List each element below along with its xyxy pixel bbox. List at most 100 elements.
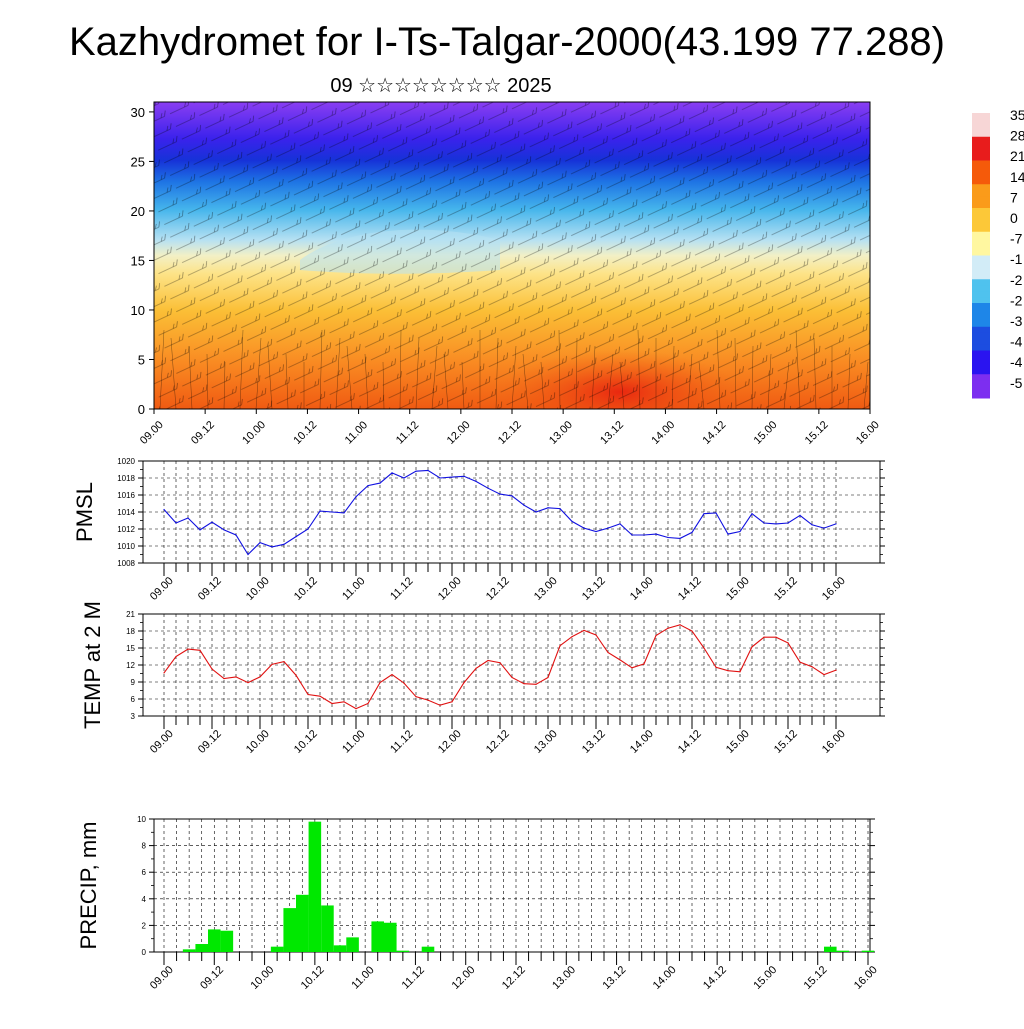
temp2m-point: [199, 649, 201, 651]
ground-barb: [461, 361, 465, 409]
precip-bar: [296, 894, 309, 952]
ground-barb: [751, 345, 754, 409]
x-tick-label: 09.12: [189, 419, 217, 447]
x-tick-label: 11.00: [340, 728, 367, 755]
pmsl-point: [451, 476, 453, 478]
colorbar-label: 7: [1010, 189, 1018, 205]
colorbar-swatch: [972, 243, 990, 251]
x-tick-label: 10.00: [248, 964, 276, 992]
x-tick-label: 12.12: [500, 964, 528, 992]
colorbar-swatch: [972, 148, 990, 156]
ground-barb: [255, 337, 262, 409]
y-tick-label: 21: [126, 610, 135, 619]
temp2m-point: [439, 704, 441, 706]
colorbar-swatch: [972, 118, 990, 126]
colorbar-label: -1: [1010, 251, 1023, 267]
ground-barb: [285, 353, 289, 409]
temp2m-point: [427, 699, 429, 701]
temp2m-series-line: [163, 624, 837, 710]
temp2m-point: [451, 701, 453, 703]
temp2m-point: [187, 648, 189, 650]
x-tick-label: 13.12: [580, 728, 608, 756]
colorbar-label: 14: [1010, 169, 1024, 185]
ground-barb: [795, 329, 801, 409]
temp2m-point: [343, 701, 345, 703]
colorbar-swatch: [972, 392, 990, 399]
colorbar-swatch: [972, 261, 990, 268]
x-tick-label: 11.00: [340, 575, 367, 602]
x-tick-label: 10.12: [292, 728, 320, 756]
pmsl-point: [739, 530, 741, 533]
precip-bar: [220, 930, 234, 952]
pmsl-point: [499, 493, 501, 495]
y-tick-label: 12: [126, 661, 135, 670]
ground-barb: [443, 353, 449, 409]
temp2m-point: [667, 627, 669, 629]
ground-barb: [495, 337, 499, 409]
precip-bar: [396, 950, 410, 952]
x-tick-label: 15.12: [802, 964, 830, 992]
colorbar-swatch: [972, 344, 990, 351]
ground-barb: [346, 345, 353, 409]
ground-barb: [767, 353, 772, 409]
temp2m-point: [403, 682, 405, 684]
colorbar-swatch: [972, 303, 990, 310]
colorbar: 35 28 21 14 7 0 -7 -1 -2 -2 -3 -4 -4 -5: [972, 107, 1024, 399]
pmsl-point: [799, 514, 801, 517]
temp2m-point: [487, 659, 489, 662]
temp2m-point: [823, 674, 825, 676]
x-tick-label: 13.00: [547, 419, 575, 447]
y-tick-label: 3: [131, 712, 136, 721]
colorbar-swatch: [972, 255, 990, 262]
x-tick-label: 09.12: [196, 728, 224, 756]
pmsl-point: [391, 472, 393, 474]
precip-bar: [308, 821, 322, 952]
ground-barb: [364, 353, 369, 409]
temp2m-point: [631, 667, 633, 669]
colorbar-label: 21: [1010, 148, 1024, 164]
pmsl-point: [835, 523, 837, 525]
y-tick-label: 4: [142, 895, 147, 904]
temp2m-point: [391, 674, 393, 676]
x-tick-label: 10.00: [240, 419, 268, 447]
temp2m-point: [775, 636, 777, 638]
pmsl-point: [319, 510, 321, 512]
precip-bar: [270, 946, 284, 952]
pmsl-point: [295, 536, 297, 538]
ground-barb: [206, 353, 209, 409]
precip-bar: [421, 946, 435, 952]
x-tick-label: 15.00: [752, 419, 780, 447]
temp2m-point: [259, 676, 261, 678]
precip-bar: [333, 945, 347, 952]
precip-bar: [836, 950, 850, 952]
pmsl-point: [775, 523, 777, 525]
colorbar-swatch: [972, 249, 990, 256]
pmsl-point: [655, 533, 657, 535]
x-tick-label: 12.00: [445, 419, 473, 447]
temp2m-point: [295, 674, 297, 676]
pmsl-point: [343, 512, 345, 514]
colorbar-label: 28: [1010, 128, 1024, 144]
ground-barb: [671, 345, 675, 409]
temp2m-point: [619, 659, 621, 661]
precip-bar: [208, 929, 221, 952]
colorbar-swatch: [972, 113, 990, 120]
x-tick-label: 11.12: [394, 419, 421, 446]
cross-section-field: [154, 102, 870, 409]
colorbar-swatch: [972, 279, 990, 286]
x-tick-label: 09.12: [196, 575, 224, 603]
colorbar-swatch: [972, 231, 990, 239]
y-tick-label: 15: [126, 644, 135, 653]
temp2m-point: [247, 681, 249, 684]
ground-barb: [698, 361, 705, 409]
colorbar-swatch: [972, 314, 990, 322]
colorbar-swatch: [972, 213, 990, 221]
pmsl-point: [559, 508, 561, 510]
ground-barb: [687, 353, 693, 409]
x-tick-label: 14.12: [700, 419, 728, 447]
temp2m-point: [571, 636, 573, 638]
colorbar-swatch: [972, 380, 990, 387]
ground-barb: [170, 337, 177, 409]
temp2m-point: [535, 683, 537, 685]
